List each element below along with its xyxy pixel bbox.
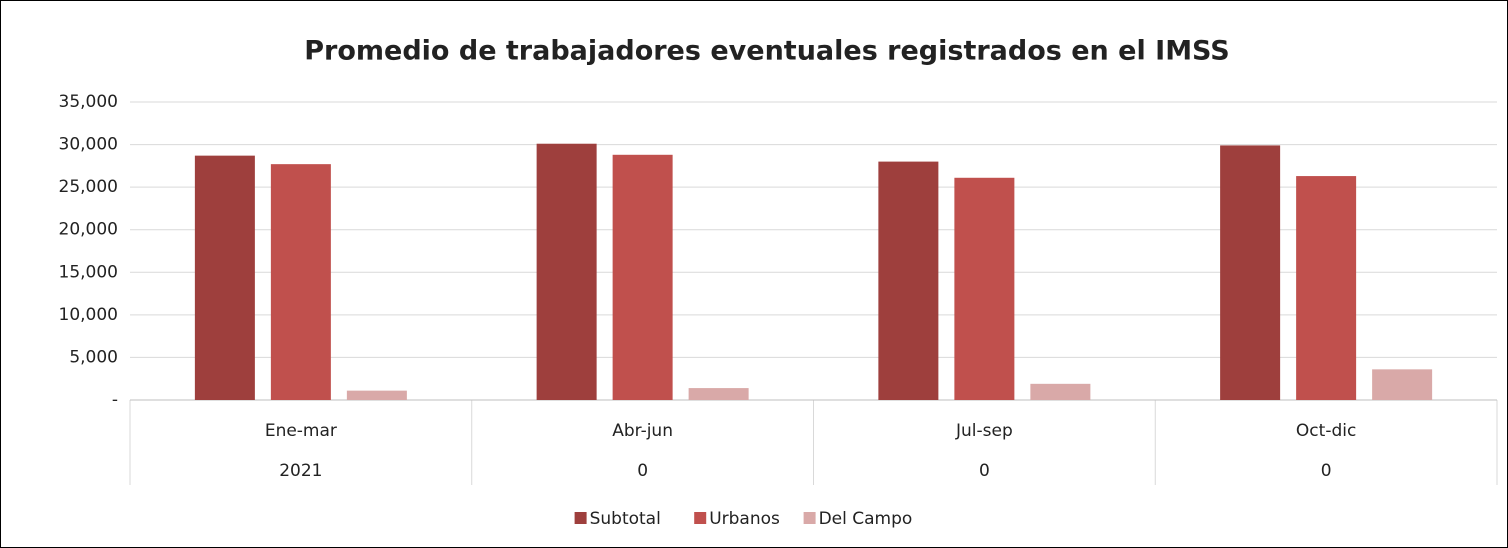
legend-swatch (803, 512, 816, 524)
bar (688, 388, 749, 400)
bar (536, 143, 597, 400)
y-tick-label: 5,000 (69, 347, 118, 367)
y-tick-label: 10,000 (59, 305, 118, 325)
bar (194, 155, 255, 400)
bar (346, 390, 407, 400)
bar (612, 154, 673, 400)
x-group-label: 0 (979, 461, 990, 481)
legend-swatch (574, 512, 587, 524)
x-tick-label: Ene-mar (265, 421, 337, 441)
y-tick-label: 20,000 (59, 220, 118, 240)
legend-label: Del Campo (819, 509, 913, 529)
chart-title: Promedio de trabajadores eventuales regi… (304, 36, 1230, 67)
bar (1372, 369, 1433, 400)
bar (878, 161, 939, 400)
y-tick-label: 35,000 (59, 92, 118, 112)
y-tick-label: 30,000 (59, 135, 118, 155)
y-tick-label: 15,000 (59, 262, 118, 282)
x-tick-label: Oct-dic (1296, 421, 1356, 441)
x-group-label: 0 (637, 461, 648, 481)
bar (954, 177, 1015, 400)
legend-swatch (694, 512, 707, 524)
y-tick-label: - (112, 390, 118, 410)
bar (1296, 176, 1357, 400)
x-group-label: 2021 (279, 461, 322, 481)
y-tick-label: 25,000 (59, 177, 118, 197)
legend-label: Urbanos (709, 509, 780, 529)
bar (270, 164, 331, 400)
legend-label: Subtotal (590, 509, 661, 529)
x-tick-label: Abr-jun (612, 421, 673, 441)
bar (1220, 145, 1281, 400)
x-group-label: 0 (1321, 461, 1332, 481)
bar (1030, 383, 1091, 400)
x-tick-label: Jul-sep (955, 421, 1013, 441)
